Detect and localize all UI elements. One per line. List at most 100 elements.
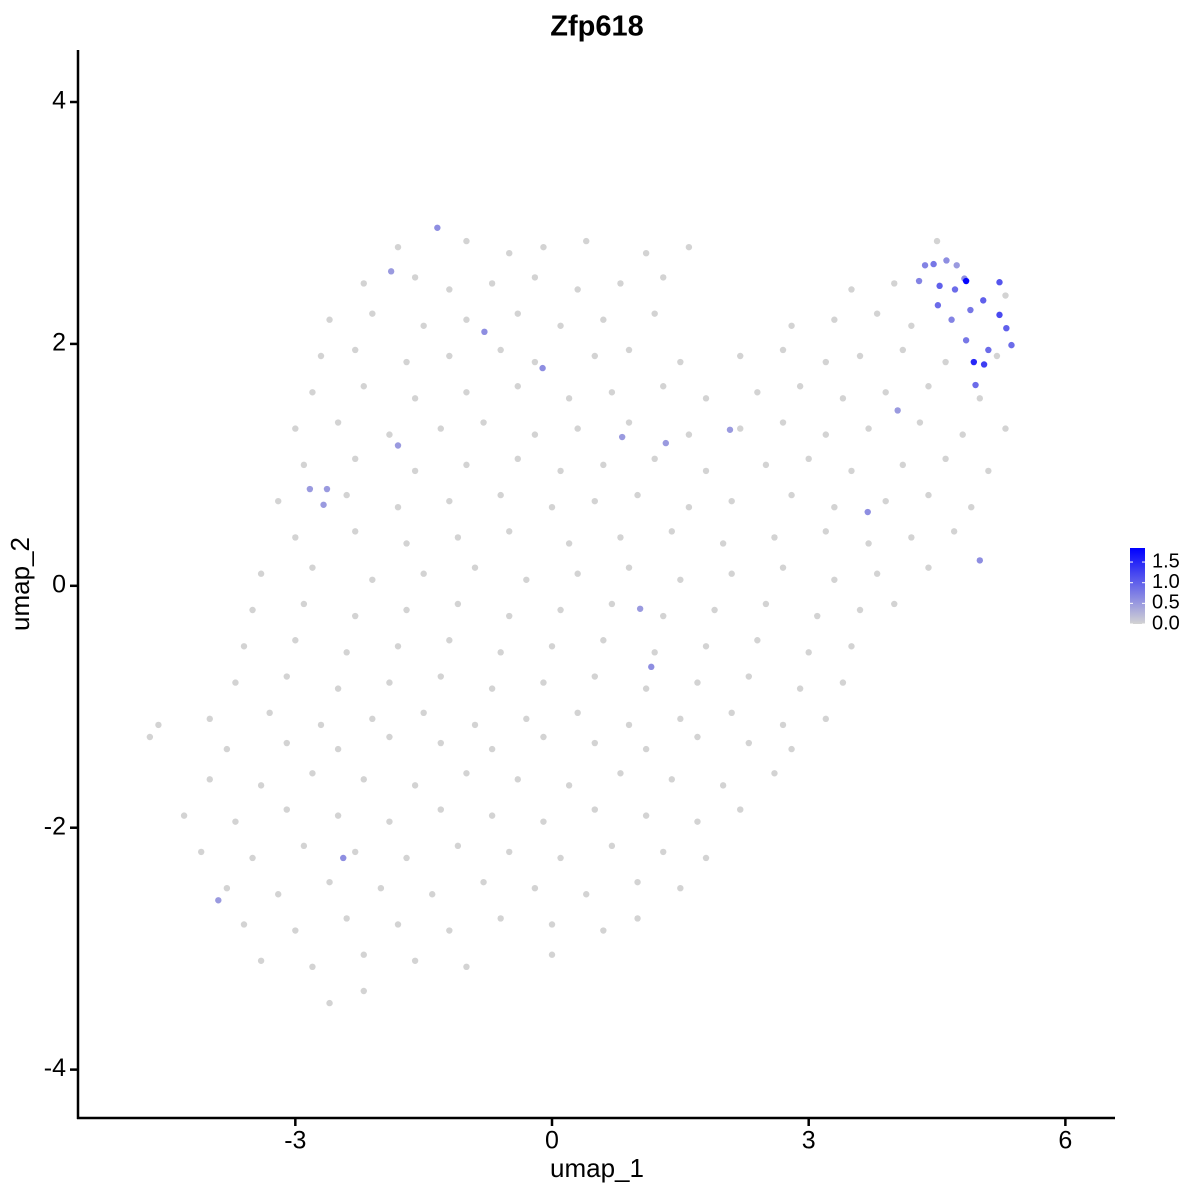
point xyxy=(463,237,470,245)
point xyxy=(668,776,675,783)
point xyxy=(463,316,470,323)
point xyxy=(232,818,239,825)
point xyxy=(266,709,273,717)
point xyxy=(728,709,735,717)
point xyxy=(309,564,316,571)
point xyxy=(908,534,915,541)
point xyxy=(334,419,342,426)
point xyxy=(943,257,950,264)
point xyxy=(240,643,248,650)
point xyxy=(463,461,470,469)
point xyxy=(925,564,932,571)
point xyxy=(343,649,350,656)
point xyxy=(317,721,325,729)
point xyxy=(411,395,419,402)
point xyxy=(967,306,974,314)
point xyxy=(548,643,556,650)
x-tick-label: 0 xyxy=(545,1127,559,1155)
point xyxy=(856,606,864,614)
point xyxy=(788,745,795,753)
point xyxy=(249,854,256,862)
point xyxy=(882,497,889,505)
point xyxy=(471,721,479,729)
legend-label: 1.5 xyxy=(1152,550,1180,572)
point xyxy=(300,842,308,850)
point xyxy=(574,286,581,293)
point xyxy=(864,508,871,516)
x-tick-label: 3 xyxy=(802,1127,816,1155)
point xyxy=(651,649,658,656)
point xyxy=(488,745,496,753)
point xyxy=(822,358,830,366)
point xyxy=(583,891,590,898)
point xyxy=(446,927,453,934)
point xyxy=(531,358,539,366)
point xyxy=(591,673,598,680)
point xyxy=(548,921,556,928)
point xyxy=(420,570,427,577)
point xyxy=(215,897,222,904)
point xyxy=(420,709,427,717)
point xyxy=(625,346,633,354)
point xyxy=(848,286,855,293)
point xyxy=(702,854,710,862)
point xyxy=(352,612,359,620)
point xyxy=(948,316,955,323)
point xyxy=(951,286,959,293)
x-axis-label: umap_1 xyxy=(550,1153,644,1183)
point xyxy=(618,433,626,441)
point xyxy=(662,439,670,447)
point xyxy=(565,540,573,547)
point xyxy=(591,352,598,360)
point xyxy=(771,770,778,777)
point xyxy=(779,419,787,426)
point xyxy=(891,280,898,287)
point xyxy=(352,455,359,463)
point xyxy=(677,576,684,583)
point xyxy=(531,274,539,281)
point xyxy=(317,352,325,360)
point xyxy=(873,310,881,317)
point xyxy=(480,878,487,886)
point xyxy=(292,425,299,432)
point xyxy=(403,854,410,862)
point xyxy=(352,346,359,354)
point xyxy=(403,540,410,547)
point xyxy=(454,600,462,608)
point xyxy=(386,679,393,686)
point xyxy=(908,322,915,329)
point xyxy=(488,280,496,287)
point xyxy=(283,806,290,813)
point xyxy=(369,715,376,723)
point xyxy=(249,606,256,614)
point xyxy=(814,612,821,620)
point xyxy=(506,848,513,856)
point xyxy=(360,383,367,390)
point xyxy=(394,243,402,251)
point xyxy=(411,467,419,475)
point xyxy=(446,352,453,360)
point xyxy=(959,431,966,438)
point xyxy=(257,782,265,789)
point xyxy=(865,425,872,432)
point xyxy=(437,673,444,680)
point xyxy=(429,891,436,898)
point xyxy=(762,600,770,608)
point xyxy=(446,637,453,644)
point xyxy=(873,570,881,577)
point xyxy=(223,745,231,753)
point xyxy=(352,528,359,535)
point xyxy=(446,497,453,505)
point xyxy=(805,649,812,656)
point xyxy=(702,643,710,650)
point xyxy=(283,739,290,747)
point xyxy=(608,389,616,396)
point xyxy=(369,310,376,317)
point xyxy=(497,915,504,922)
point xyxy=(334,812,342,819)
point xyxy=(839,395,847,402)
point xyxy=(497,649,504,656)
point xyxy=(343,491,350,499)
point xyxy=(557,467,564,475)
point xyxy=(934,302,942,309)
